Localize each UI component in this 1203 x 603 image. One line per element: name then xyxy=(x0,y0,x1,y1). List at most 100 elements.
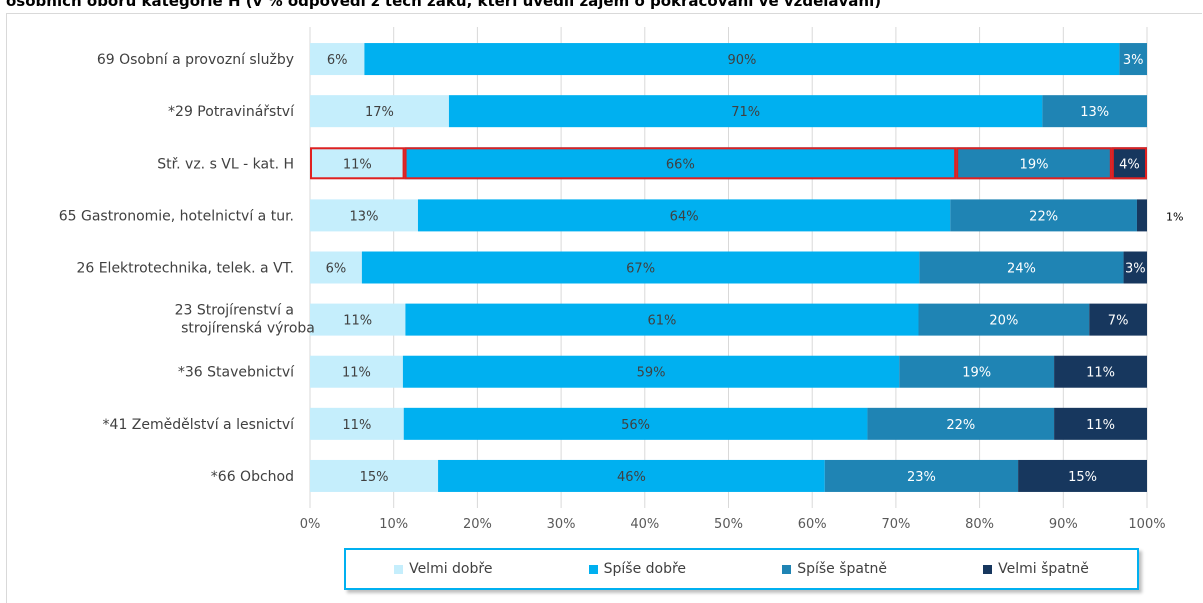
legend-item-velmi-spatne: Velmi špatně xyxy=(983,561,1089,577)
bar-segment xyxy=(1054,355,1147,388)
data-label: 66% xyxy=(666,157,695,172)
data-label: 22% xyxy=(1029,209,1058,224)
data-label: 15% xyxy=(1068,470,1097,485)
data-label: 67% xyxy=(626,262,655,277)
data-label: 1% xyxy=(1166,210,1183,223)
bar-segment xyxy=(404,147,957,180)
bar-segment xyxy=(310,251,362,284)
data-label: 11% xyxy=(342,418,371,433)
bar-segment xyxy=(899,355,1055,388)
x-tick-label: 10% xyxy=(379,517,408,532)
bar-segment xyxy=(310,459,439,492)
data-label: 11% xyxy=(343,314,372,329)
category-label: 69 Osobní a provozní služby xyxy=(97,52,294,68)
category-label: *41 Zemědělství a lesnictví xyxy=(103,417,296,433)
legend-label: Velmi špatně xyxy=(998,561,1089,577)
bar-segment xyxy=(1111,147,1147,180)
category-labels: 69 Osobní a provozní služby *29 Potraviná… xyxy=(59,52,315,485)
x-tick-label: 50% xyxy=(714,517,743,532)
legend-item-spise-dobre: Spíše dobře xyxy=(588,561,687,577)
data-label: 11% xyxy=(343,157,372,172)
data-label: 13% xyxy=(1080,105,1109,120)
x-tick-label: 60% xyxy=(798,517,827,532)
category-label: *66 Obchod xyxy=(211,469,294,485)
bar-segment xyxy=(310,407,404,440)
bar-segment xyxy=(405,303,919,336)
data-label: 6% xyxy=(327,53,348,68)
x-axis-ticks: 0% 10% 20% 30% 40% 50% 60% 70% 80% 90% 100% xyxy=(300,517,1166,532)
data-label: 20% xyxy=(989,314,1018,329)
x-tick-label: 0% xyxy=(300,517,321,532)
bar-segment xyxy=(310,355,403,388)
highlight-outline xyxy=(1111,147,1147,180)
data-label: 64% xyxy=(670,209,699,224)
data-label: 71% xyxy=(731,105,760,120)
bar-segment xyxy=(310,199,418,232)
bar-segment xyxy=(1123,251,1147,284)
segment-labels: 6% 90% 3% 17% 71% 13% 11% 66% 19% 4% 13% 64% 22% 1% 6%… xyxy=(326,53,1184,485)
legend-swatch xyxy=(782,564,792,574)
legend-label: Velmi dobře xyxy=(409,561,493,577)
legend-item-spise-spatne: Spíše špatně xyxy=(782,561,887,577)
bar-segment xyxy=(310,303,406,336)
bar-segment xyxy=(438,459,825,492)
category-label: Stř. vz. s VL - kat. H xyxy=(157,156,294,172)
data-label: 13% xyxy=(350,209,379,224)
bar-segment xyxy=(918,303,1090,336)
data-label: 6% xyxy=(326,262,347,277)
category-label: 23 Strojírenství a strojírenská výroba xyxy=(175,303,315,337)
x-tick-label: 40% xyxy=(630,517,659,532)
legend-swatch xyxy=(394,564,404,574)
category-label: *29 Potravinářství xyxy=(168,104,295,120)
category-label: 65 Gastronomie, hotelnictví a tur. xyxy=(59,208,294,224)
bar-segment xyxy=(919,251,1124,284)
highlight-outline xyxy=(956,147,1112,180)
bar-segment xyxy=(361,251,920,284)
data-label: 59% xyxy=(637,366,666,381)
x-tick-label: 90% xyxy=(1049,517,1078,532)
data-label: 19% xyxy=(962,366,991,381)
legend-item-velmi-dobre: Velmi dobře xyxy=(394,561,492,577)
data-label: 11% xyxy=(1086,366,1115,381)
data-label: 3% xyxy=(1125,262,1146,277)
data-label: 4% xyxy=(1119,157,1140,172)
bar-segment xyxy=(867,407,1055,440)
bar-segment xyxy=(310,43,365,76)
data-label: 61% xyxy=(648,314,677,329)
bar-segment xyxy=(403,407,868,440)
bar-segment xyxy=(402,355,900,388)
bar-segment xyxy=(1042,95,1147,128)
data-label: 7% xyxy=(1108,314,1129,329)
bar-segment xyxy=(824,459,1019,492)
data-label: 11% xyxy=(342,366,371,381)
highlight-outline xyxy=(404,147,957,180)
data-label: 11% xyxy=(1086,418,1115,433)
bar-segments xyxy=(310,43,1147,492)
bar-segment xyxy=(1018,459,1147,492)
data-label: 22% xyxy=(946,418,975,433)
legend-label: Spíše špatně xyxy=(797,561,887,577)
bar-segment xyxy=(310,147,405,180)
legend-swatch xyxy=(983,564,993,574)
highlight-outline xyxy=(310,147,405,180)
category-label: *36 Stavebnictví xyxy=(178,365,295,381)
bar-segment xyxy=(1054,407,1147,440)
x-tick-label: 80% xyxy=(965,517,994,532)
data-label: 19% xyxy=(1020,157,1049,172)
bar-segment xyxy=(1136,199,1147,232)
bar-segment xyxy=(417,199,951,232)
bar-segment xyxy=(364,43,1120,76)
chart-frame xyxy=(6,13,1202,603)
legend-label: Spíše dobře xyxy=(603,561,687,577)
category-label: 26 Elektrotechnika, telek. a VT. xyxy=(76,261,294,277)
data-label: 3% xyxy=(1123,53,1144,68)
x-tick-label: 70% xyxy=(881,517,910,532)
bar-segment xyxy=(956,147,1112,180)
highlight-row xyxy=(310,147,1147,180)
data-label: 15% xyxy=(360,470,389,485)
x-tick-label: 20% xyxy=(463,517,492,532)
legend-swatch xyxy=(588,564,598,574)
data-label: 17% xyxy=(365,105,394,120)
bar-segment xyxy=(1089,303,1147,336)
